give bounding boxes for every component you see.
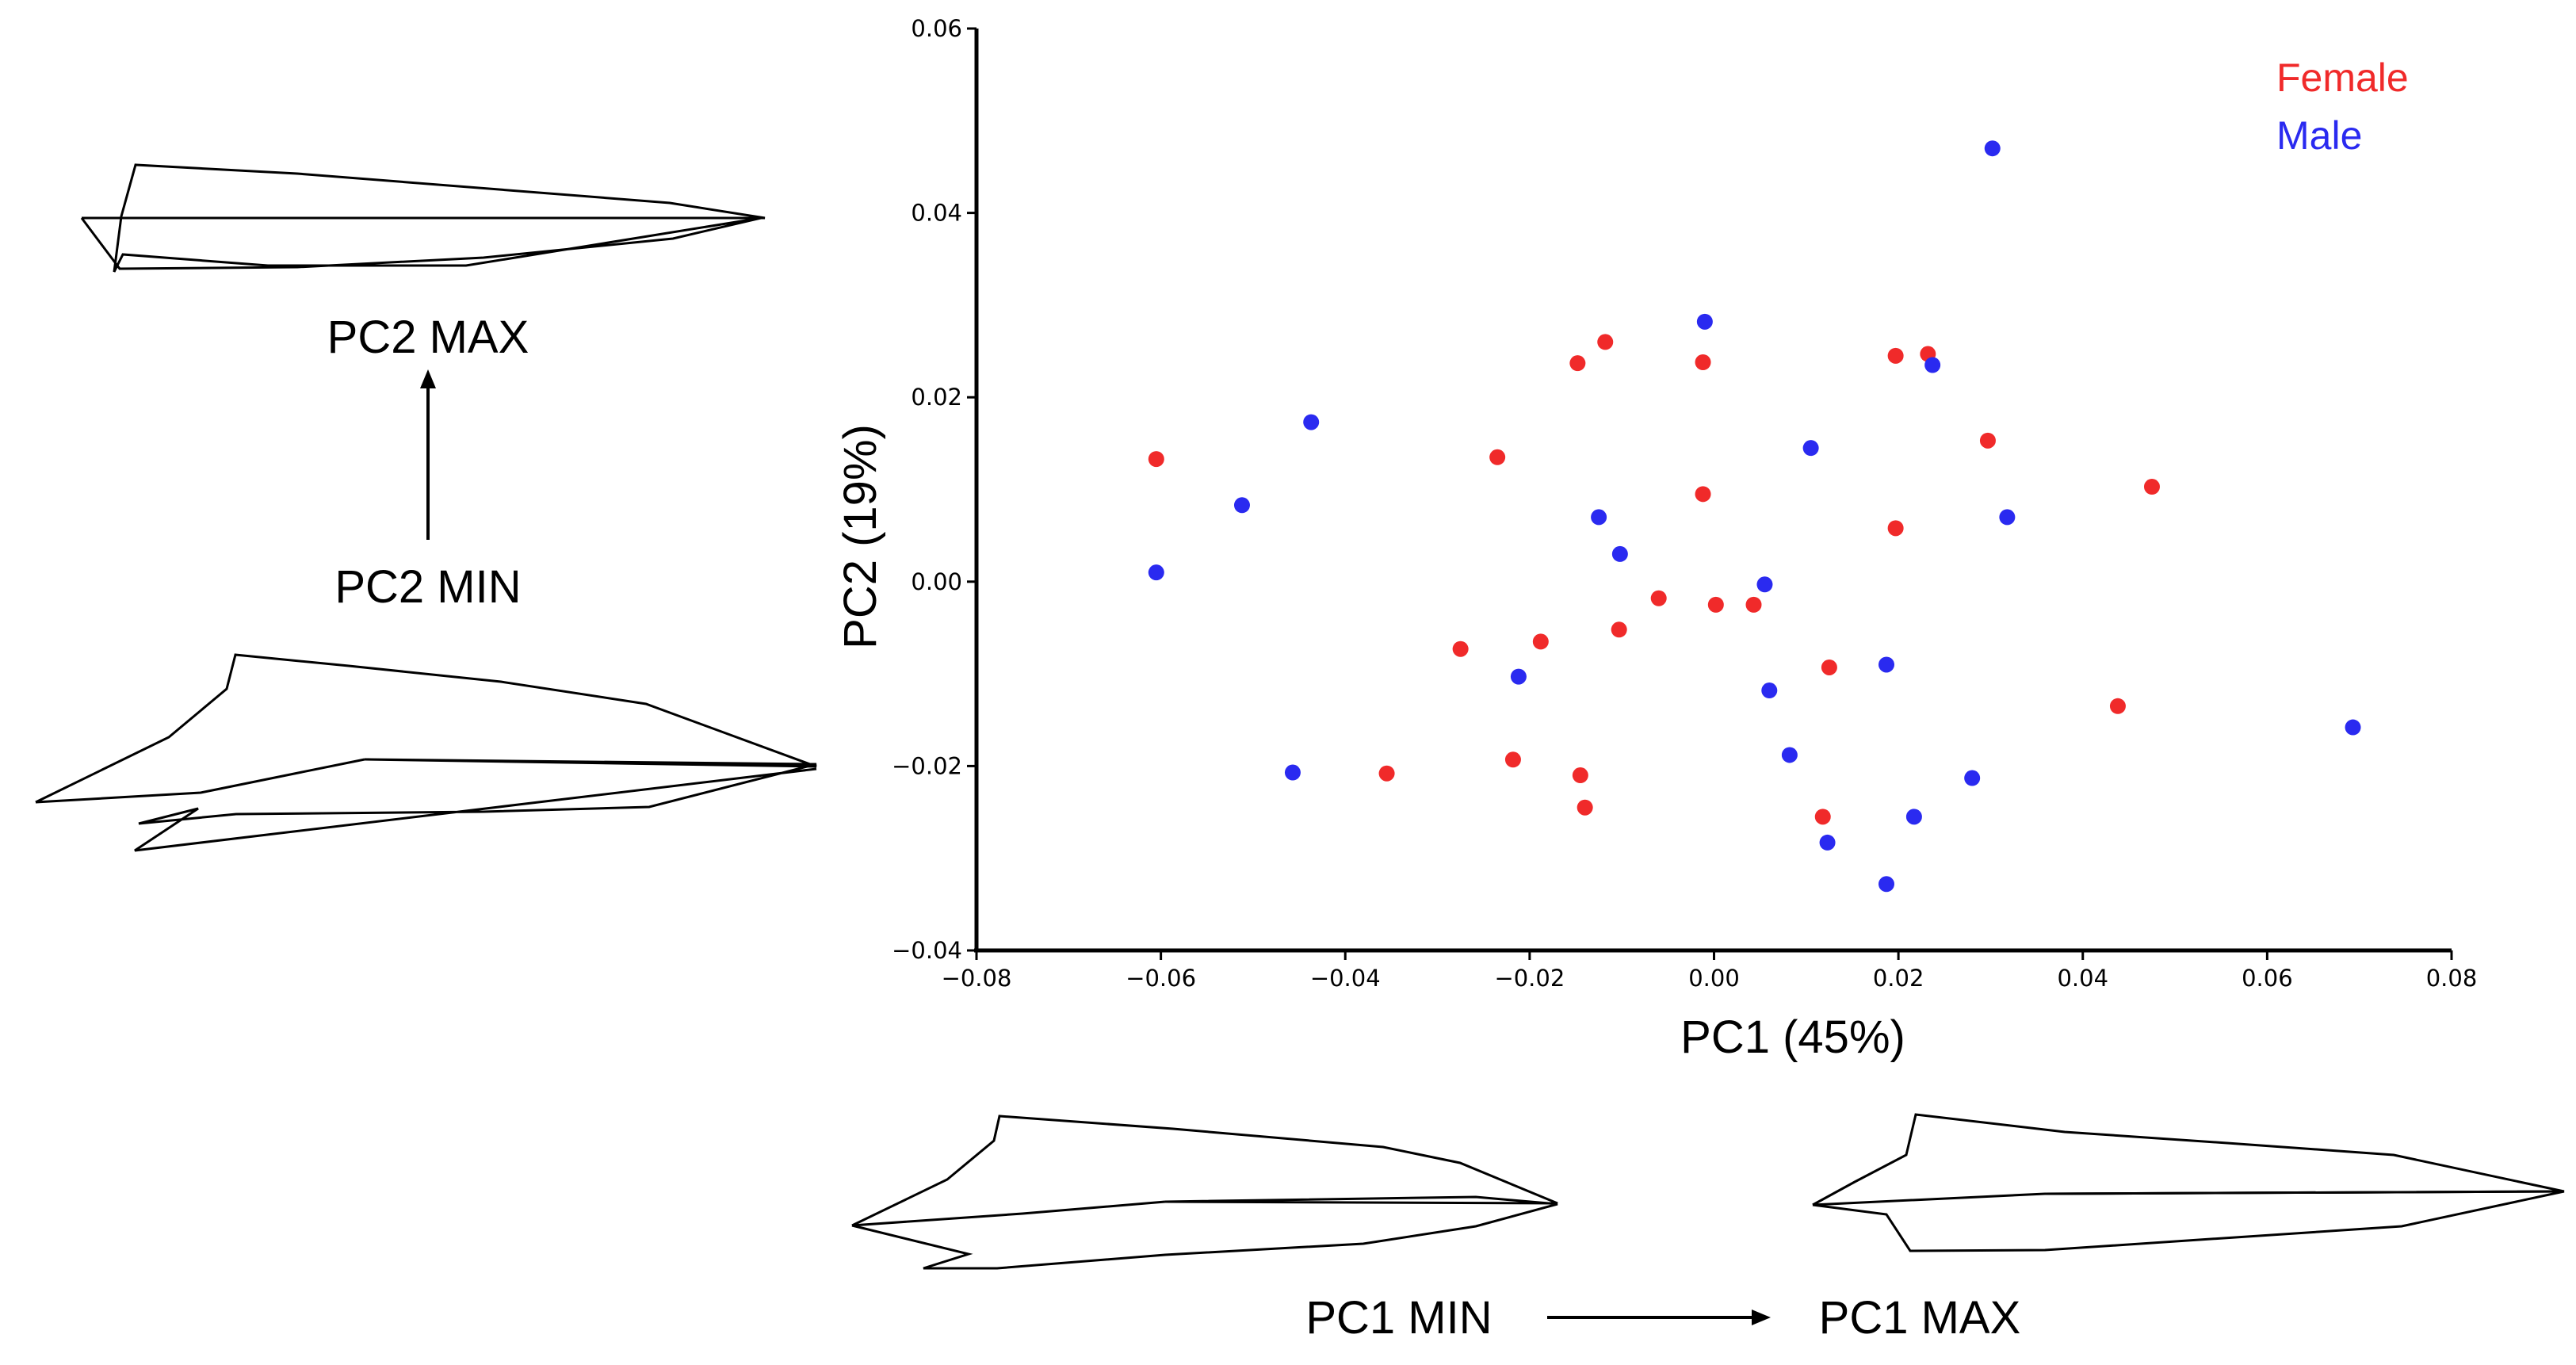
data-points xyxy=(1148,140,2361,893)
point-male xyxy=(1696,313,1713,330)
pc1-min-shape xyxy=(851,1115,1558,1270)
point-male xyxy=(1964,770,1981,786)
y-axis-label: PC2 (19%) xyxy=(835,424,886,649)
point-female xyxy=(1650,590,1667,606)
point-male xyxy=(1233,497,1250,514)
point-female xyxy=(1378,765,1395,782)
point-male xyxy=(1999,509,2016,526)
x-tick-label: −0.06 xyxy=(1126,965,1196,992)
point-female xyxy=(1887,520,1904,537)
point-female xyxy=(1452,640,1469,657)
x-tick-label: 0.00 xyxy=(1688,965,1740,992)
point-male xyxy=(1591,509,1607,526)
legend-female-label: Female xyxy=(2276,55,2409,100)
point-male xyxy=(1761,682,1778,699)
point-male xyxy=(2345,719,2361,736)
point-female xyxy=(1887,347,1904,364)
x-tick-label: 0.08 xyxy=(2426,965,2478,992)
x-tick-label: −0.02 xyxy=(1494,965,1565,992)
point-female xyxy=(1979,432,1996,449)
x-ticks: −0.08 −0.06 −0.04 −0.02 0.00 0.02 0.04 0.06 0.08 xyxy=(942,950,2478,992)
point-female xyxy=(1569,355,1586,372)
point-female xyxy=(2109,698,2126,714)
point-male xyxy=(1905,809,1922,825)
pc2-max-shape xyxy=(80,163,766,273)
y-tick-label: 0.06 xyxy=(911,15,962,42)
pc2-min-shape xyxy=(35,653,817,852)
point-male xyxy=(1510,668,1527,685)
point-female xyxy=(1504,751,1521,768)
point-female xyxy=(1532,633,1549,650)
point-female xyxy=(1814,809,1831,825)
y-tick-label: −0.02 xyxy=(892,752,962,779)
point-male xyxy=(1303,414,1320,430)
point-female xyxy=(1148,451,1164,468)
point-male xyxy=(1878,876,1895,893)
pc2-min-label: PC2 MIN xyxy=(334,561,521,613)
x-tick-label: −0.08 xyxy=(942,965,1012,992)
point-female xyxy=(1695,486,1711,503)
pc1-min-label: PC1 MIN xyxy=(1305,1292,1492,1344)
point-male xyxy=(1878,656,1895,673)
point-female xyxy=(1611,621,1627,638)
point-male xyxy=(1611,545,1628,562)
point-female xyxy=(1577,799,1593,816)
x-tick-label: 0.04 xyxy=(2057,965,2108,992)
pc2-arrow xyxy=(420,369,436,540)
point-male xyxy=(1802,440,1819,457)
point-female xyxy=(1821,659,1837,675)
point-female xyxy=(2143,479,2160,495)
x-tick-label: 0.06 xyxy=(2242,965,2293,992)
point-female xyxy=(1489,449,1506,465)
point-male xyxy=(1819,834,1836,851)
point-male xyxy=(1924,357,1941,373)
point-female xyxy=(1707,596,1724,613)
point-female xyxy=(1597,334,1614,350)
legend: Female Male xyxy=(2276,55,2409,158)
point-male xyxy=(1781,747,1798,763)
pc1-max-shape xyxy=(1812,1113,2565,1252)
y-tick-label: 0.02 xyxy=(911,384,962,411)
point-male xyxy=(1148,564,1164,581)
point-female xyxy=(1695,354,1711,371)
legend-male-label: Male xyxy=(2276,113,2362,158)
point-male xyxy=(1984,140,2001,157)
x-tick-label: −0.04 xyxy=(1310,965,1381,992)
point-female xyxy=(1745,596,1762,613)
x-tick-label: 0.02 xyxy=(1873,965,1924,992)
pc2-max-label: PC2 MAX xyxy=(327,312,529,363)
y-tick-label: 0.04 xyxy=(911,200,962,227)
pc1-max-label: PC1 MAX xyxy=(1819,1292,2021,1344)
point-female xyxy=(1572,767,1588,784)
y-ticks: −0.04 −0.02 0.00 0.02 0.04 0.06 xyxy=(892,15,977,964)
y-tick-label: 0.00 xyxy=(911,568,962,595)
x-axis-label: PC1 (45%) xyxy=(1680,1011,1905,1063)
point-male xyxy=(1756,576,1773,593)
y-tick-label: −0.04 xyxy=(892,937,962,964)
pc1-arrow xyxy=(1547,1310,1771,1325)
scatter-plot: −0.08 −0.06 −0.04 −0.02 0.00 0.02 0.04 0.06 0.08… xyxy=(835,15,2477,1063)
point-male xyxy=(1284,764,1301,781)
